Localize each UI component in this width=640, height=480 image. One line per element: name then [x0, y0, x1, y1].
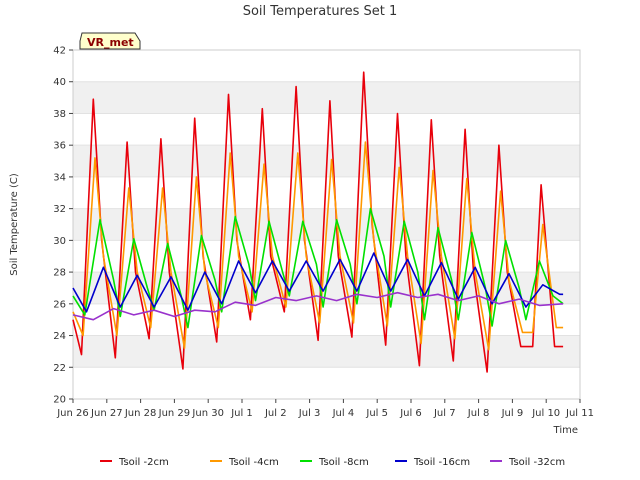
y-tick-label: 40	[53, 77, 66, 88]
x-axis-ticks: Jun 26 Jun 27 Jun 28 Jun 29 Jun 30 Jul 1 Jul 2…	[56, 399, 594, 419]
x-tick-label: Jul 4	[332, 408, 355, 419]
x-tick-label: Jun 26	[56, 408, 89, 419]
plot-area-frame	[72, 49, 581, 400]
y-axis-label: Soil Temperature (C)	[9, 173, 20, 276]
series-line-tsoil-16cm	[72, 252, 564, 313]
x-tick-label: Jun 27	[90, 408, 123, 419]
grid-band	[73, 335, 580, 368]
y-tick-label: 20	[53, 395, 66, 406]
y-tick-label: 38	[53, 109, 66, 120]
grid-band	[73, 113, 580, 146]
legend-label: Tsoil -32cm	[508, 457, 565, 468]
y-tick-label: 36	[53, 141, 66, 152]
x-tick-label: Jul 2	[264, 408, 287, 419]
chart-title: Soil Temperatures Set 1	[243, 4, 398, 19]
x-tick-label: Jul 1	[230, 408, 253, 419]
legend-label: Tsoil -2cm	[118, 457, 169, 468]
y-tick-label: 24	[53, 331, 66, 342]
y-tick-label: 28	[53, 268, 66, 279]
x-tick-label: Jun 30	[191, 408, 224, 419]
series-line-tsoil-2cm	[72, 71, 564, 373]
site-badge-label: VR_met	[87, 36, 134, 49]
series-line-tsoil-4cm	[72, 141, 564, 351]
y-tick-label: 34	[53, 172, 66, 183]
legend-label: Tsoil -8cm	[318, 457, 369, 468]
x-tick-label: Jul 3	[298, 408, 321, 419]
x-axis-label: Time	[553, 425, 578, 436]
y-tick-label: 42	[53, 46, 66, 57]
series-lines	[72, 71, 564, 373]
y-tick-label: 30	[53, 236, 66, 247]
grid-band	[73, 367, 580, 399]
grid-band	[73, 240, 580, 273]
x-tick-label: Jun 28	[124, 408, 157, 419]
y-tick-label: 22	[53, 363, 66, 374]
x-tick-label: Jul 11	[565, 408, 594, 419]
grid-band	[73, 50, 580, 82]
x-tick-label: Jul 5	[365, 408, 388, 419]
series-line-tsoil-32cm	[72, 291, 564, 321]
y-tick-label: 32	[53, 204, 66, 215]
site-badge-box	[79, 32, 141, 50]
y-axis-ticks: 20 22 24 26 28 30 32 34 36 38 40 42	[53, 46, 73, 406]
legend-label: Tsoil -16cm	[413, 457, 470, 468]
site-badge: VR_met	[79, 32, 141, 50]
x-tick-label: Jul 6	[399, 408, 422, 419]
legend: Tsoil -2cm Tsoil -4cm Tsoil -8cm Tsoil -16c…	[100, 457, 565, 468]
legend-label: Tsoil -4cm	[228, 457, 279, 468]
x-tick-label: Jul 8	[467, 408, 490, 419]
x-tick-label: Jun 29	[158, 408, 191, 419]
grid-band	[73, 81, 580, 114]
x-tick-label: Jul 7	[433, 408, 456, 419]
y-tick-label: 26	[53, 299, 66, 310]
x-tick-label: Jul 10	[531, 408, 560, 419]
x-tick-label: Jul 9	[501, 408, 524, 419]
